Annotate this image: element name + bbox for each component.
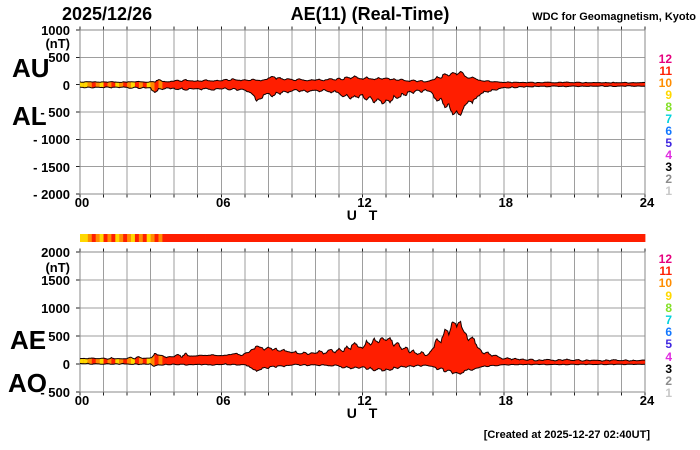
station-count-scale-top: 6 (665, 124, 672, 138)
y-tick-label-bottom: 1000 (41, 301, 70, 316)
station-count-scale-top: 9 (665, 88, 672, 102)
y-tick-label-top: - 1500 (33, 159, 70, 175)
y-tick-label-top: - 1000 (33, 132, 70, 148)
au-al-plot (76, 26, 646, 198)
ao-index-label: AO (8, 368, 47, 398)
station-count-scale-bottom: 10 (658, 276, 672, 291)
ae-ao-plot (76, 248, 646, 396)
station-count-scale-top: 8 (665, 100, 672, 114)
x-tick-label-top: 12 (357, 195, 372, 210)
au-index-label: AU (12, 53, 50, 83)
date-label: 2025/12/26 (62, 4, 153, 24)
x-tick-label-top: 18 (498, 195, 513, 210)
x-tick-label-bottom: 18 (498, 393, 513, 408)
station-count-scale-bottom: 12 (658, 252, 672, 266)
al-index-label: AL (12, 101, 47, 131)
station-count-scale-bottom: 7 (665, 313, 672, 327)
station-count-scale-top: 4 (665, 148, 672, 162)
x-tick-label-bottom: 06 (216, 393, 231, 408)
y-tick-label-bottom: 1500 (41, 273, 70, 288)
station-count-scale-bottom: 3 (665, 361, 672, 376)
y-tick-label-bottom: 500 (48, 329, 70, 344)
station-count-scale-bottom: 8 (665, 300, 672, 315)
x-tick-label-top: 24 (639, 195, 655, 210)
y-tick-label-top: - 2000 (33, 187, 70, 202)
station-count-bar (80, 234, 646, 242)
y-tick-label-bottom: - 500 (40, 385, 70, 400)
station-count-scale-top: 1 (665, 184, 672, 198)
station-count-scale-bottom: 1 (665, 386, 672, 401)
unit-label-top: (nT) (45, 36, 70, 51)
x-tick-label-bottom: 00 (74, 393, 90, 408)
ut-axis-label-top: U T (346, 207, 382, 223)
credit-label: WDC for Geomagnetism, Kyoto (532, 11, 696, 23)
station-count-scale-bottom: 2 (665, 374, 672, 388)
ae-index-label: AE (10, 325, 47, 355)
station-count-scale-bottom: 4 (665, 349, 672, 364)
station-count-scale-bottom: 11 (659, 264, 672, 279)
station-count-scale-top: 3 (665, 160, 672, 174)
station-count-scale-top: 7 (665, 112, 672, 126)
station-count-scale-top: 5 (665, 136, 672, 150)
y-tick-label-top: 1000 (41, 23, 70, 38)
y-tick-label-bottom: 0 (62, 357, 70, 372)
y-tick-label-top: 0 (62, 77, 70, 93)
station-count-scale-top: 2 (665, 172, 672, 186)
x-tick-label-top: 06 (216, 195, 231, 210)
x-tick-label-bottom: 12 (357, 393, 372, 408)
station-count-scale-bottom: 6 (665, 325, 672, 340)
page-title: AE(11) (Real-Time) (290, 4, 450, 24)
y-tick-label-top: 500 (48, 50, 70, 66)
station-count-scale-top: 10 (658, 76, 672, 90)
unit-label-bottom: (nT) (45, 260, 70, 275)
station-count-scale-top: 11 (659, 64, 672, 78)
ut-axis-label-bottom: U T (346, 405, 382, 421)
station-count-scale-bottom: 9 (665, 288, 672, 303)
y-tick-label-top: - 500 (40, 105, 70, 120)
station-count-scale-top: 12 (658, 52, 672, 66)
station-count-scale-bottom: 5 (665, 337, 672, 352)
x-tick-label-bottom: 24 (639, 393, 655, 408)
created-timestamp: [Created at 2025-12-27 02:40UT] (483, 429, 650, 441)
y-tick-label-bottom: 2000 (41, 245, 70, 260)
x-tick-label-top: 00 (74, 195, 90, 210)
